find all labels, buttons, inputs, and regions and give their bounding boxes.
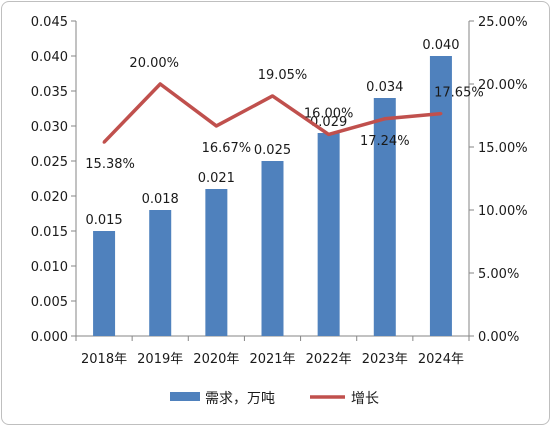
x-tick-label: 2018年 (81, 352, 127, 367)
growth-point (214, 124, 218, 128)
y-left-tick-label: 0.045 (31, 15, 68, 30)
y-right-tick-label: 15.00% (478, 141, 528, 156)
y-right-tick-label: 5.00% (478, 267, 519, 282)
y-left-tick-label: 0.025 (31, 155, 68, 170)
y-right-tick-label: 0.00% (478, 330, 519, 345)
y-left-tick-label: 0.040 (31, 50, 68, 65)
line-data-label: 19.05% (258, 68, 308, 83)
y-left-tick-label: 0.030 (31, 120, 68, 135)
line-data-label: 16.00% (304, 106, 354, 121)
bar-data-label: 0.015 (85, 213, 122, 228)
line-data-label: 17.24% (360, 134, 410, 149)
line-data-label: 16.67% (202, 141, 252, 156)
bar-data-label: 0.018 (142, 192, 179, 207)
growth-point (383, 117, 387, 121)
line-data-label: 17.65% (434, 86, 484, 101)
growth-point (102, 140, 106, 144)
x-tick-label: 2019年 (137, 352, 183, 367)
legend-swatch-bars (170, 392, 200, 401)
x-tick-label: 2023年 (362, 352, 408, 367)
x-tick-label: 2022年 (306, 352, 352, 367)
y-right-tick-label: 25.00% (478, 15, 528, 30)
y-right-tick-label: 20.00% (478, 78, 528, 93)
legend-label-line: 增长 (351, 391, 379, 407)
y-left-tick-label: 0.035 (31, 85, 68, 100)
x-tick-label: 2024年 (418, 352, 464, 367)
bar (93, 231, 116, 336)
y-left-tick-label: 0.000 (31, 330, 68, 345)
bar-data-label: 0.034 (366, 80, 403, 95)
bar-data-label: 0.025 (254, 143, 291, 158)
bar (205, 189, 228, 336)
line-data-label: 20.00% (129, 56, 179, 71)
x-tick-label: 2020年 (193, 352, 239, 367)
y-left-tick-label: 0.020 (31, 190, 68, 205)
y-left-tick-label: 0.005 (31, 295, 68, 310)
bar (149, 210, 172, 336)
bar-data-label: 0.021 (198, 171, 235, 186)
y-left-tick-label: 0.010 (31, 260, 68, 275)
y-right-tick-label: 10.00% (478, 204, 528, 219)
growth-point (271, 94, 274, 98)
growth-point (439, 112, 443, 116)
growth-point (327, 132, 331, 136)
growth-point (158, 82, 162, 86)
bar (261, 161, 284, 336)
bar (317, 133, 340, 336)
bar (429, 56, 452, 336)
legend-label-bars: 需求，万吨 (205, 391, 275, 407)
y-left-tick-label: 0.015 (31, 225, 68, 240)
bar-data-label: 0.040 (422, 38, 459, 53)
line-data-label: 15.38% (85, 157, 135, 172)
x-tick-label: 2021年 (249, 352, 295, 367)
bar (373, 98, 396, 336)
